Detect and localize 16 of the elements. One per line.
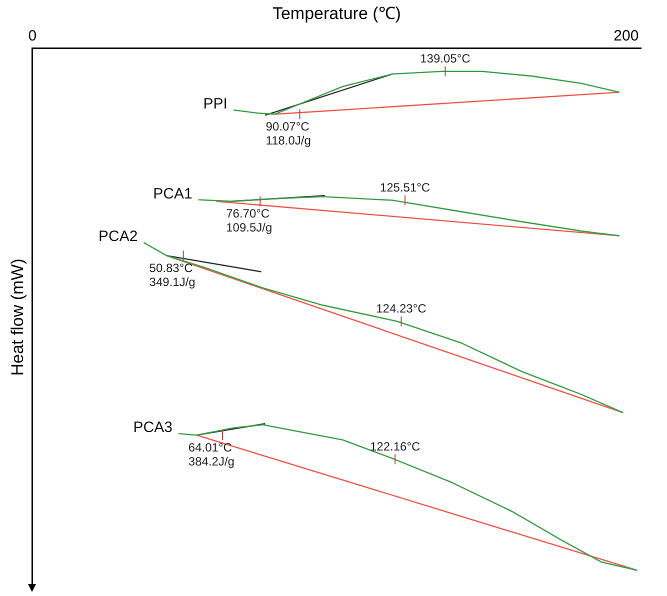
annotation: 122.16°C bbox=[370, 439, 420, 454]
annotation: 125.51°C bbox=[380, 180, 430, 195]
annotation: 139.05°C bbox=[420, 52, 471, 66]
annotation: 124.23°C bbox=[376, 302, 427, 316]
annotation: 50.83°C 349.1J/g bbox=[149, 260, 196, 289]
annotation: 64.01°C 384.2J/g bbox=[188, 440, 234, 468]
y-axis-title: Heat flow (mW) bbox=[8, 258, 27, 376]
x-axis-title: Temperature (℃) bbox=[272, 4, 401, 23]
series-label: PCA1 bbox=[153, 185, 192, 202]
series-label: PCA3 bbox=[133, 419, 172, 436]
series-label: PPI bbox=[203, 96, 228, 113]
annotation: 90.07°C 118.0J/g bbox=[266, 119, 311, 148]
x-tick-label: 200 bbox=[614, 28, 639, 45]
annotation: 76.70°C 109.5J/g bbox=[226, 206, 272, 235]
series-label: PCA2 bbox=[98, 228, 138, 246]
x-tick-label: 0 bbox=[28, 28, 37, 45]
